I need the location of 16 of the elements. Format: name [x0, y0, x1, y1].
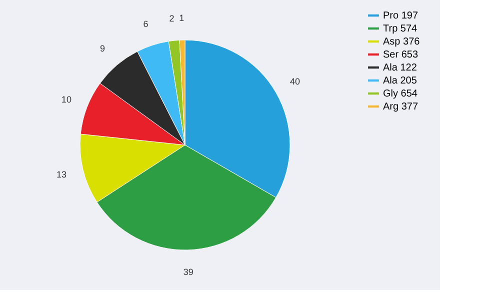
legend-label: Arg 377 — [383, 102, 418, 112]
data-label: 9 — [100, 43, 106, 54]
legend-label: Ala 122 — [383, 62, 418, 74]
data-label: 39 — [183, 266, 194, 277]
legend-label: Gly 654 — [383, 88, 418, 100]
legend-label: Trp 574 — [383, 24, 418, 34]
data-label: 10 — [61, 94, 72, 104]
data-label: 6 — [143, 19, 148, 30]
data-label: 13 — [56, 170, 67, 180]
legend-label: Asp 376 — [383, 36, 420, 48]
data-label: 2 — [169, 14, 174, 24]
legend-label: Ser 653 — [383, 50, 418, 60]
legend-label: Pro 197 — [383, 10, 418, 22]
data-label: 1 — [179, 13, 184, 24]
data-label: 40 — [290, 76, 300, 86]
legend-label: Ala 205 — [383, 76, 418, 86]
